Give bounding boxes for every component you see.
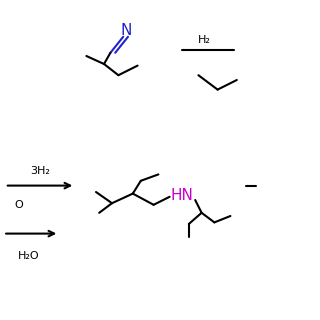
Text: O: O xyxy=(14,200,23,210)
Text: 3H₂: 3H₂ xyxy=(30,166,50,176)
Text: N: N xyxy=(121,23,132,38)
Text: HN: HN xyxy=(171,188,194,203)
Text: H₂: H₂ xyxy=(198,35,211,45)
Text: H₂O: H₂O xyxy=(18,251,39,261)
